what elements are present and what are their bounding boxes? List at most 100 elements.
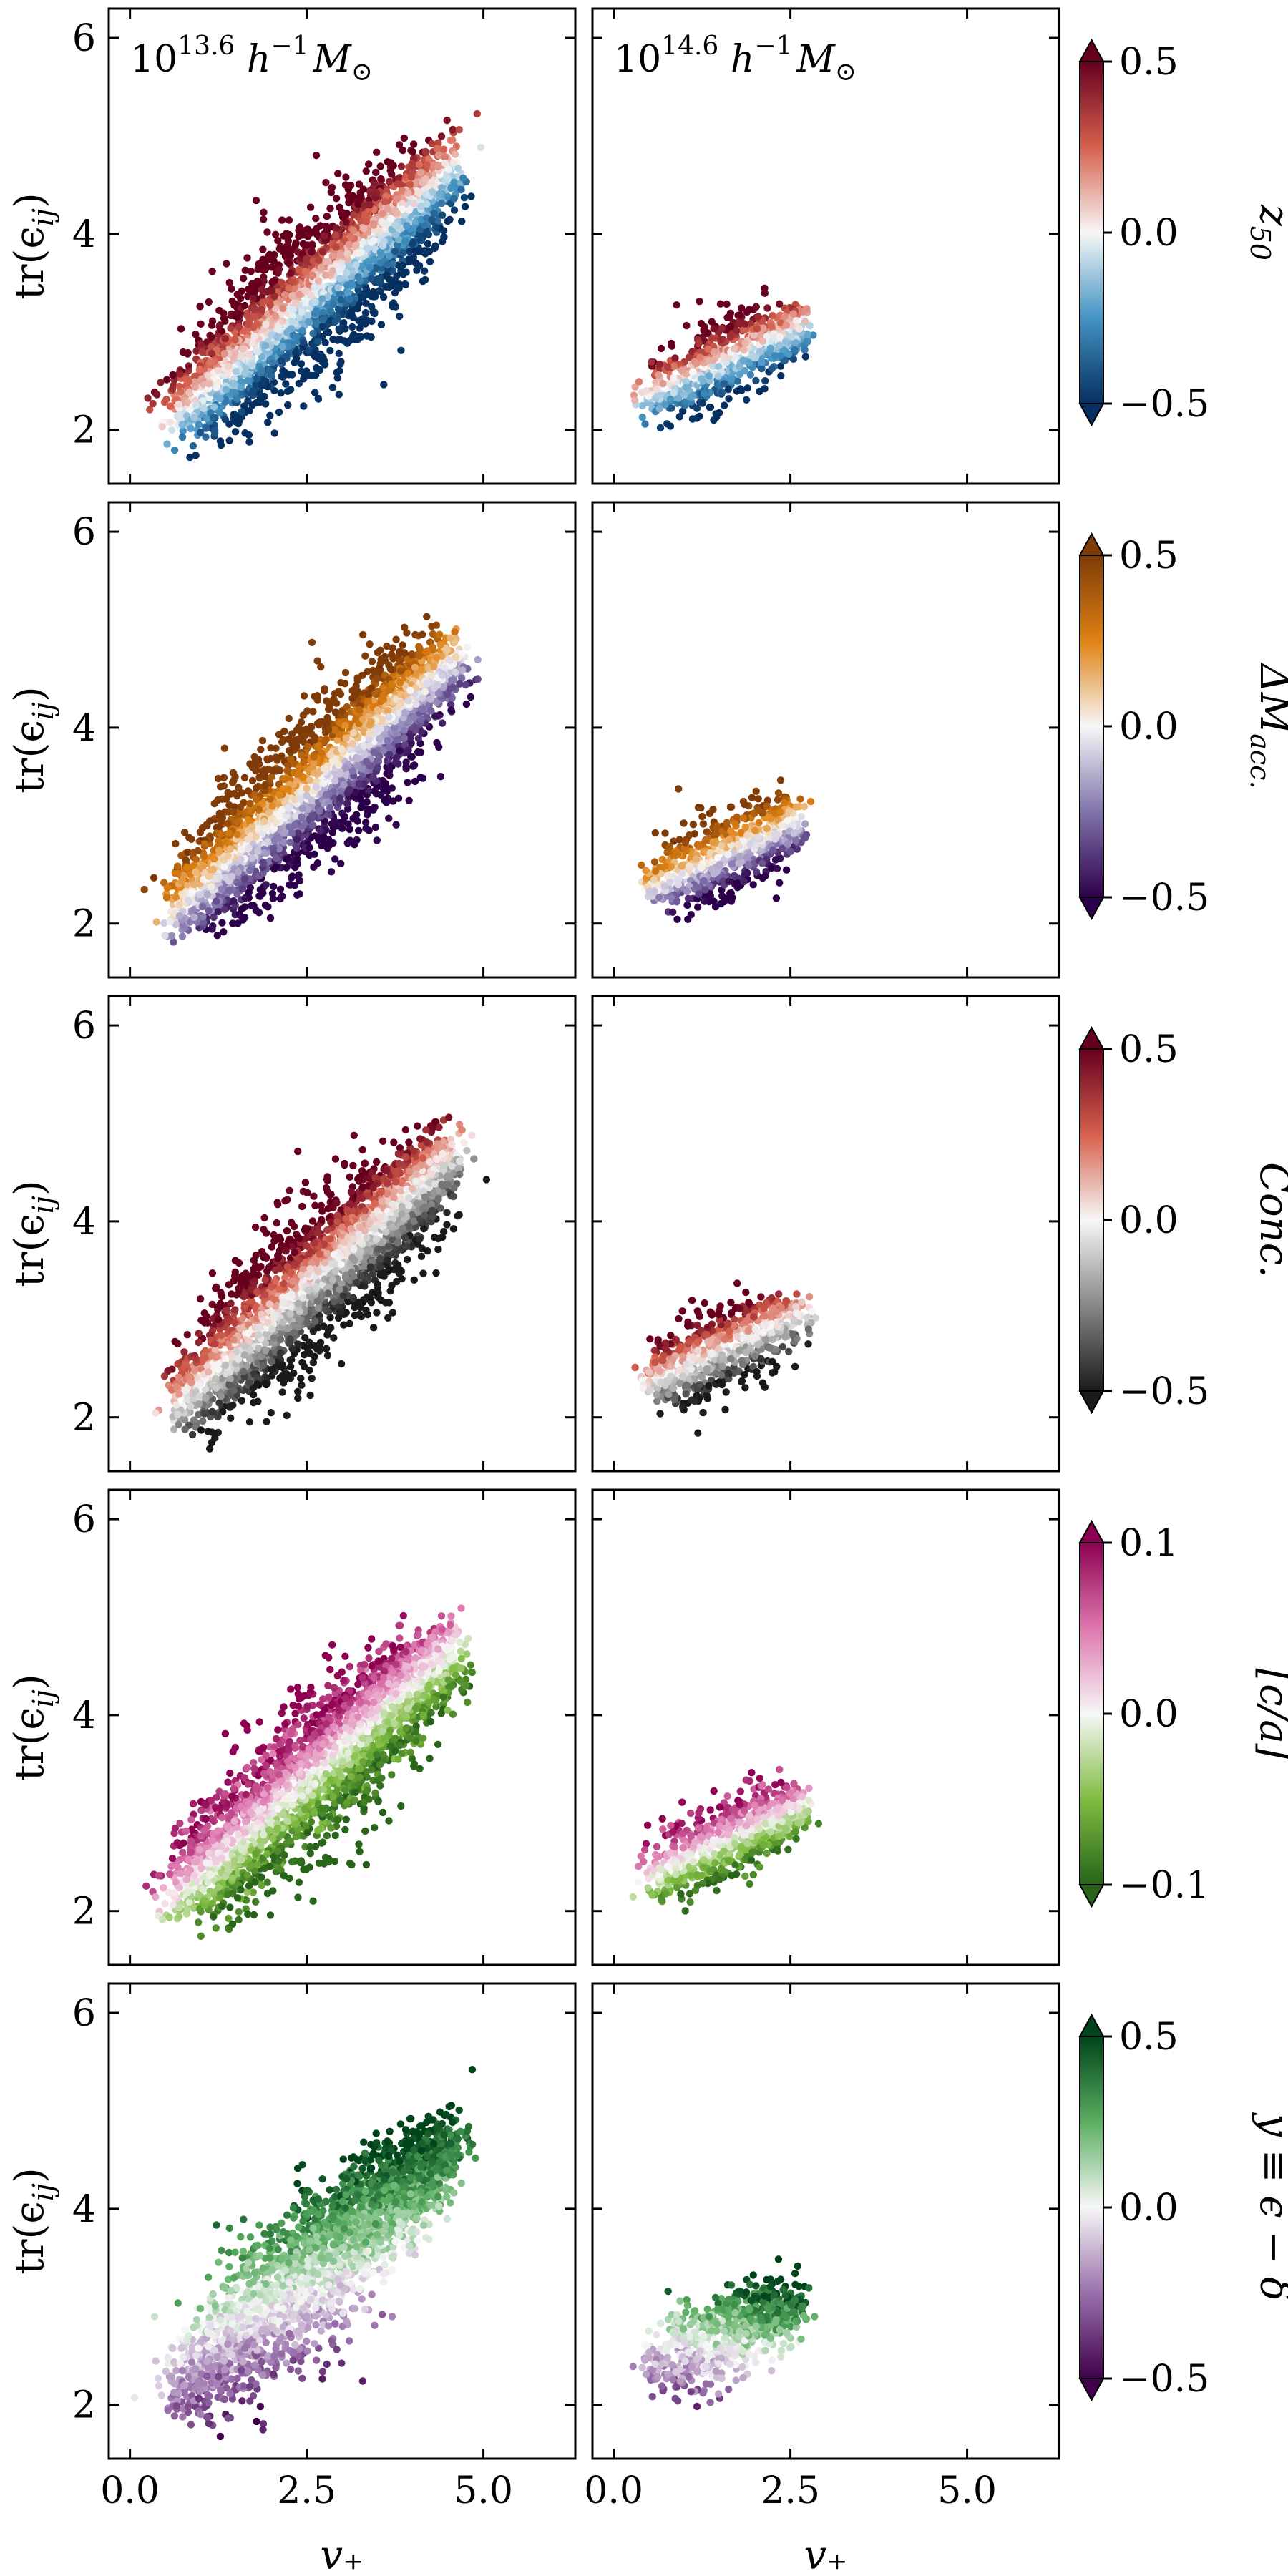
scatter-point xyxy=(362,299,370,308)
panel-r1-c0: 246 xyxy=(72,501,577,979)
scatter-point xyxy=(776,319,785,327)
scatter-point xyxy=(768,364,776,373)
scatter-point xyxy=(270,250,278,259)
scatter-point xyxy=(328,252,336,260)
scatter-point xyxy=(342,173,350,181)
scatter-point xyxy=(428,140,436,147)
scatter-point xyxy=(258,381,265,389)
scatter-point xyxy=(282,380,290,388)
scatter-point xyxy=(266,914,275,922)
scatter-point xyxy=(723,313,731,321)
scatter-point xyxy=(203,338,211,346)
scatter-point xyxy=(220,928,228,936)
scatter-point xyxy=(343,799,351,808)
scatter-point xyxy=(396,312,404,321)
scatter-point xyxy=(318,295,326,303)
scatter-point xyxy=(423,161,431,169)
scatter-point xyxy=(260,298,268,306)
scatter-points xyxy=(630,284,817,432)
scatter-point xyxy=(345,240,353,248)
scatter-point xyxy=(152,918,160,926)
scatter-point xyxy=(759,324,767,332)
scatter-point xyxy=(449,136,457,144)
scatter-point xyxy=(364,811,371,819)
scatter-point xyxy=(696,412,703,420)
scatter-point xyxy=(231,336,239,344)
scatter-point xyxy=(317,663,325,671)
scatter-point xyxy=(362,285,371,293)
scatter-point xyxy=(709,362,717,370)
scatter-point xyxy=(381,225,389,233)
scatter-point xyxy=(385,177,394,185)
scatter-point xyxy=(804,338,812,346)
scatter-point xyxy=(372,263,380,272)
scatter-point xyxy=(224,370,232,378)
scatter-point xyxy=(197,320,205,328)
scatter-point xyxy=(436,773,445,781)
scatter-point xyxy=(208,321,216,329)
scatter-point xyxy=(367,238,375,246)
scatter-point xyxy=(285,284,293,292)
scatter-point xyxy=(705,372,713,380)
scatter-point xyxy=(266,301,274,309)
scatter-point xyxy=(348,281,356,289)
scatter-point xyxy=(384,158,391,166)
scatter-point xyxy=(682,378,690,386)
scatter-point xyxy=(293,333,301,341)
scatter-point xyxy=(698,399,707,407)
scatter-point xyxy=(352,241,360,249)
scatter-point xyxy=(197,429,205,436)
scatter-point xyxy=(708,334,716,342)
scatter-point xyxy=(326,205,334,213)
scatter-point xyxy=(328,384,337,391)
scatter-point xyxy=(758,358,766,366)
scatter-point xyxy=(631,383,639,391)
scatter-point xyxy=(771,352,779,360)
scatter-point xyxy=(693,404,701,412)
scatter-point xyxy=(379,293,388,301)
scatter-point xyxy=(740,326,748,334)
scatter-point xyxy=(714,372,722,380)
scatter-point xyxy=(293,891,301,899)
scatter-point xyxy=(376,274,384,283)
scatter-point xyxy=(689,391,697,400)
scatter-point xyxy=(288,292,296,300)
scatter-point xyxy=(668,342,676,350)
scatter-point xyxy=(401,280,410,288)
scatter-point xyxy=(204,372,212,380)
scatter-point xyxy=(384,205,391,213)
scatter-point xyxy=(312,151,321,160)
scatter-point xyxy=(750,331,758,339)
scatter-point xyxy=(731,353,738,361)
scatter-point xyxy=(461,203,469,210)
scatter-point xyxy=(631,396,639,404)
scatter-point xyxy=(195,366,204,374)
scatter-point xyxy=(710,416,718,424)
scatter-point xyxy=(290,284,298,293)
scatter-point xyxy=(335,325,343,333)
scatter-point xyxy=(197,340,205,348)
scatter-point xyxy=(144,394,152,402)
scatter-point xyxy=(350,331,358,338)
scatter-point xyxy=(309,329,317,338)
scatter-point xyxy=(670,362,678,371)
scatter-point xyxy=(321,687,328,695)
scatter-point xyxy=(272,744,280,753)
scatter-point xyxy=(313,306,321,315)
scatter-point xyxy=(724,386,732,394)
scatter-point xyxy=(389,644,396,652)
scatter-point xyxy=(438,199,446,208)
scatter-point xyxy=(696,298,703,306)
scatter-point xyxy=(376,646,384,654)
panel-frame xyxy=(591,7,1060,485)
scatter-point xyxy=(428,188,436,196)
scatter-point xyxy=(431,223,440,231)
scatter-point xyxy=(413,266,421,274)
scatter-point xyxy=(273,333,281,341)
scatter-point xyxy=(278,216,286,224)
scatter-point xyxy=(216,394,224,403)
scatter-point xyxy=(170,938,177,946)
scatter-point xyxy=(318,248,326,255)
scatter-point xyxy=(447,701,455,708)
scatter-point xyxy=(743,308,751,316)
